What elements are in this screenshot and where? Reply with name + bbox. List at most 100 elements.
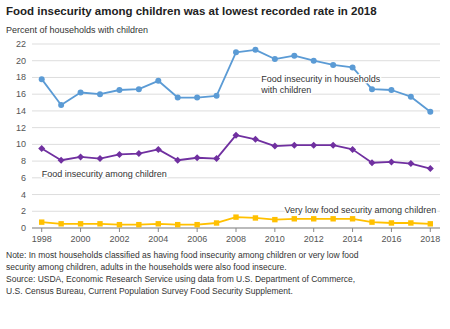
x-tick	[236, 228, 237, 232]
point	[194, 95, 200, 101]
x-tick-label: 2008	[226, 234, 246, 244]
grid-line	[32, 194, 440, 195]
x-tick	[80, 228, 81, 232]
point	[213, 155, 220, 162]
y-tick-label: 6	[21, 173, 26, 183]
point	[214, 220, 219, 225]
point	[194, 222, 199, 227]
y-tick-label: 8	[21, 156, 26, 166]
grid-line	[32, 110, 440, 111]
point	[272, 56, 278, 62]
point	[58, 221, 63, 226]
series-label-line: Very low food security among children	[285, 205, 437, 215]
x-tick-label: 2010	[265, 234, 285, 244]
point	[330, 216, 335, 221]
note-line: security among children, adults in the h…	[6, 262, 287, 272]
y-tick-label: 20	[16, 56, 26, 66]
grid-line	[32, 127, 440, 128]
series	[39, 47, 434, 115]
point	[233, 214, 238, 219]
point	[78, 221, 83, 226]
point	[97, 155, 104, 162]
x-tick	[313, 228, 314, 232]
point	[389, 220, 394, 225]
grid-line	[32, 161, 440, 162]
point	[408, 220, 413, 225]
point	[369, 219, 374, 224]
x-tick	[119, 228, 120, 232]
point	[408, 94, 414, 100]
x-tick	[197, 228, 198, 232]
point	[310, 142, 317, 149]
point	[311, 216, 316, 221]
point	[330, 142, 337, 149]
point	[136, 86, 142, 92]
point	[369, 159, 376, 166]
point	[291, 142, 298, 149]
y-axis-label: Percent of households with children	[6, 25, 148, 35]
point	[369, 86, 375, 92]
series	[38, 132, 434, 172]
point	[77, 153, 84, 160]
series-label: Very low food security among children	[285, 205, 437, 215]
point	[388, 158, 395, 165]
point	[97, 221, 102, 226]
x-tick	[274, 228, 275, 232]
point	[58, 157, 65, 164]
y-tick-label: 22	[16, 39, 26, 49]
point	[117, 222, 122, 227]
x-tick	[391, 228, 392, 232]
x-tick-label: 2000	[71, 234, 91, 244]
x-tick-label: 2004	[148, 234, 168, 244]
point	[39, 219, 44, 224]
point	[291, 53, 297, 59]
grid	[32, 44, 440, 228]
grid-line	[32, 144, 440, 145]
grid-line	[32, 44, 440, 45]
line	[42, 135, 431, 168]
point	[292, 216, 297, 221]
point	[156, 221, 161, 226]
x-tick-label: 2016	[381, 234, 401, 244]
series-label: Food insecurity among children	[42, 169, 167, 179]
x-tick	[430, 228, 431, 232]
point	[330, 62, 336, 68]
series-label-line: Food insecurity in households	[261, 74, 381, 84]
point	[350, 64, 356, 70]
point	[155, 146, 162, 153]
point	[155, 78, 161, 84]
point	[252, 47, 258, 53]
y-tick-label: 12	[16, 123, 26, 133]
x-tick-label: 2006	[187, 234, 207, 244]
point	[116, 151, 123, 158]
plot-area	[38, 47, 434, 228]
series-label: Food insecurity in householdswith childr…	[260, 74, 381, 95]
y-tick-label: 14	[16, 106, 26, 116]
y-tick-label: 10	[16, 139, 26, 149]
y-tick-label: 18	[16, 72, 26, 82]
series	[39, 214, 433, 227]
x-tick-label: 2002	[109, 234, 129, 244]
point	[427, 165, 434, 172]
point	[214, 93, 220, 99]
point	[252, 136, 259, 143]
point	[428, 221, 433, 226]
x-tick-label: 1998	[32, 234, 52, 244]
point	[175, 95, 181, 101]
point	[38, 145, 45, 152]
grid-line	[32, 60, 440, 61]
point	[58, 102, 64, 108]
line	[42, 50, 431, 112]
point	[136, 222, 141, 227]
point	[39, 76, 45, 82]
point	[175, 222, 180, 227]
point	[78, 90, 84, 96]
note-line: Note: In most households classified as h…	[6, 250, 359, 260]
title: Food insecurity among children was at lo…	[6, 5, 377, 17]
y-tick-label: 2	[21, 206, 26, 216]
series-label-line: with children	[260, 85, 311, 95]
point	[427, 109, 433, 115]
x-tick	[158, 228, 159, 232]
x-tick	[41, 228, 42, 232]
y-tick-label: 4	[21, 190, 26, 200]
